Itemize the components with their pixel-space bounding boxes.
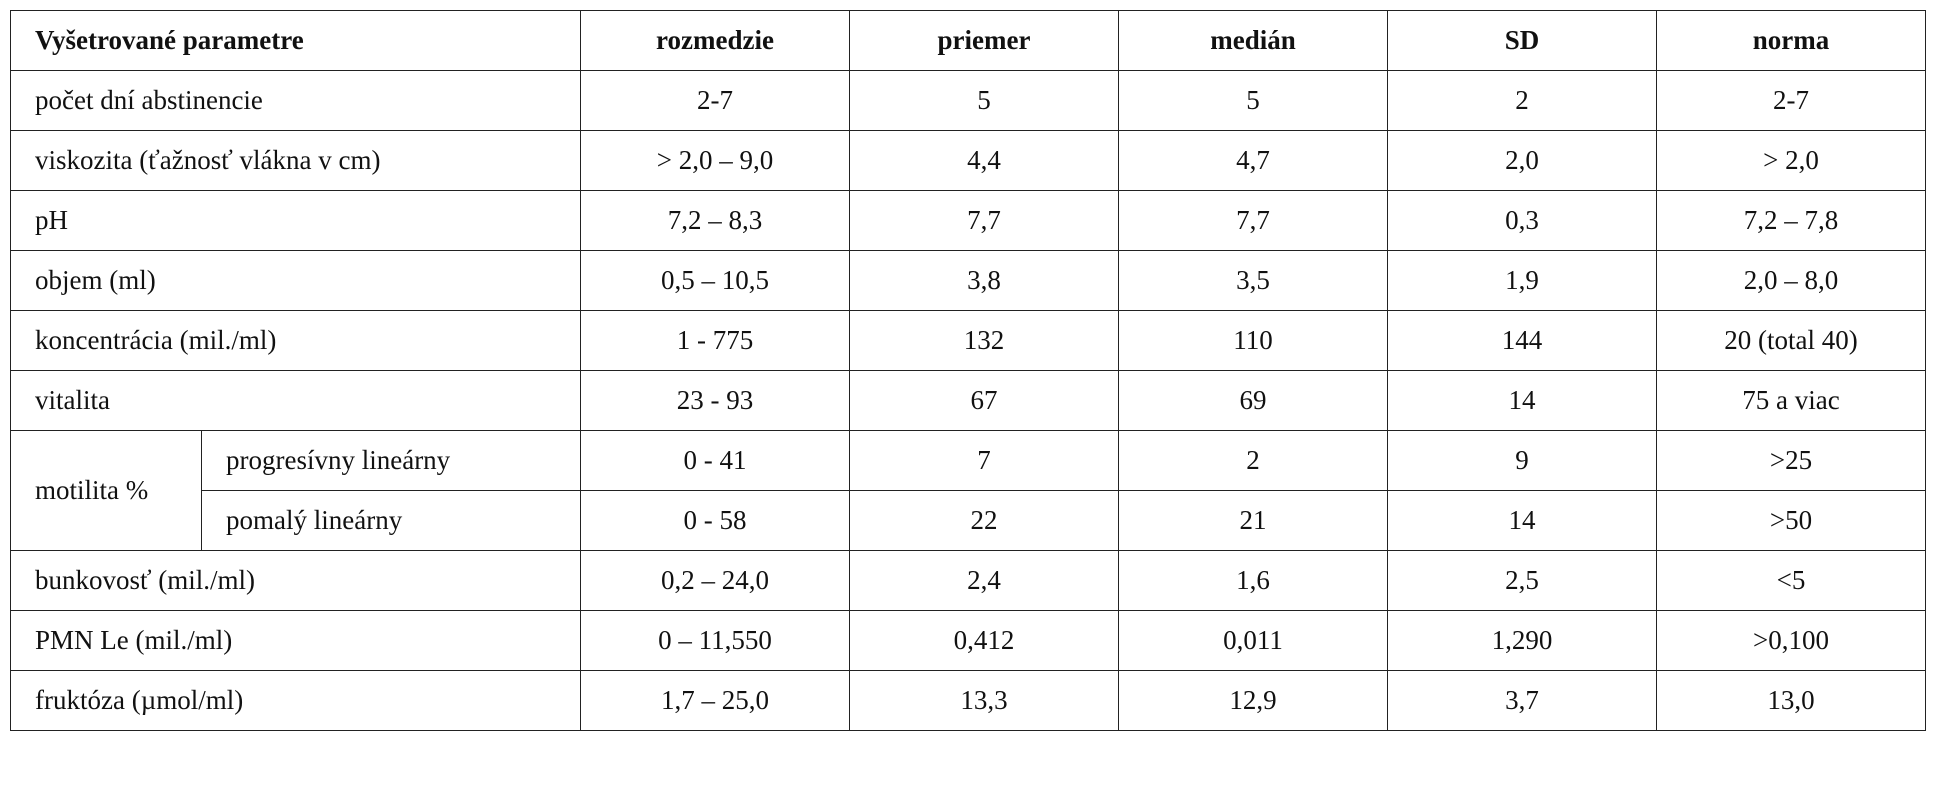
cell: 0,412 — [849, 610, 1120, 671]
row-label: vitalita — [9, 370, 582, 431]
table-row: PMN Le (mil./ml) 0 – 11,550 0,412 0,011 1,29… — [9, 610, 1927, 671]
cell: 2,0 — [1387, 130, 1658, 191]
cell: 75 a viac — [1656, 370, 1927, 431]
table-row: motilita % progresívny lineárny 0 - 41 7 2 9 >… — [10, 430, 1927, 551]
cell: 1,9 — [1387, 250, 1658, 311]
cell: 0 - 41 — [580, 430, 851, 491]
cell: 4,7 — [1118, 130, 1389, 191]
cell: >25 — [1656, 430, 1927, 491]
cell: 144 — [1387, 310, 1658, 371]
cell: 2,0 – 8,0 — [1656, 250, 1927, 311]
group-label: motilita % — [10, 430, 202, 551]
row-label: bunkovosť (mil./ml) — [9, 550, 582, 611]
cell: 3,8 — [849, 250, 1120, 311]
row-label: progresívny lineárny — [200, 430, 582, 491]
cell: 7,7 — [1118, 190, 1389, 251]
cell: 7,2 – 7,8 — [1656, 190, 1927, 251]
cell: 2,5 — [1387, 550, 1658, 611]
cell: 0,3 — [1387, 190, 1658, 251]
cell: 0 - 58 — [580, 490, 851, 551]
cell: 4,4 — [849, 130, 1120, 191]
header-cell: norma — [1656, 10, 1927, 71]
cell: 1,7 – 25,0 — [580, 670, 851, 731]
header-cell: priemer — [849, 10, 1120, 71]
cell: 69 — [1118, 370, 1389, 431]
row-label: počet dní abstinencie — [9, 70, 582, 131]
cell: 0,011 — [1118, 610, 1389, 671]
cell: <5 — [1656, 550, 1927, 611]
row-label: pomalý lineárny — [200, 490, 582, 551]
cell: 7 — [849, 430, 1120, 491]
cell: 9 — [1387, 430, 1658, 491]
table-row: bunkovosť (mil./ml) 0,2 – 24,0 2,4 1,6 2,5 <5 — [9, 550, 1927, 611]
cell: 5 — [1118, 70, 1389, 131]
cell: 7,7 — [849, 190, 1120, 251]
cell: 1 - 775 — [580, 310, 851, 371]
row-label: viskozita (ťažnosť vlákna v cm) — [9, 130, 582, 191]
cell: 22 — [849, 490, 1120, 551]
cell: 67 — [849, 370, 1120, 431]
cell: 20 (total 40) — [1656, 310, 1927, 371]
cell: 13,0 — [1656, 670, 1927, 731]
header-cell: Vyšetrované parametre — [9, 10, 582, 71]
cell: >0,100 — [1656, 610, 1927, 671]
cell: 13,3 — [849, 670, 1120, 731]
table-row: viskozita (ťažnosť vlákna v cm) > 2,0 – 9… — [9, 130, 1927, 191]
header-cell: rozmedzie — [580, 10, 851, 71]
table-row: fruktóza (µmol/ml) 1,7 – 25,0 13,3 12,9 3,7 1… — [9, 670, 1927, 731]
header-cell: SD — [1387, 10, 1658, 71]
data-table: Vyšetrované parametre rozmedzie priemer med… — [9, 10, 1927, 731]
row-label: fruktóza (µmol/ml) — [9, 670, 582, 731]
row-label: PMN Le (mil./ml) — [9, 610, 582, 671]
table-row: koncentrácia (mil./ml) 1 - 775 132 110 144 20… — [9, 310, 1927, 371]
header-row: Vyšetrované parametre rozmedzie priemer med… — [9, 10, 1927, 71]
cell: 2 — [1118, 430, 1389, 491]
cell: 12,9 — [1118, 670, 1389, 731]
table-row: pH 7,2 – 8,3 7,7 7,7 0,3 7,2 – 7,8 — [9, 190, 1927, 251]
cell: 1,6 — [1118, 550, 1389, 611]
cell: 5 — [849, 70, 1120, 131]
row-label: objem (ml) — [9, 250, 582, 311]
table-row: počet dní abstinencie 2-7 5 5 2 2-7 — [9, 70, 1927, 131]
row-label: pH — [9, 190, 582, 251]
cell: 110 — [1118, 310, 1389, 371]
table-row: pomalý lineárny 0 - 58 22 21 14 >50 — [11, 490, 1927, 551]
table-row: objem (ml) 0,5 – 10,5 3,8 3,5 1,9 2,0 – 8,0 — [9, 250, 1927, 311]
cell: 2,4 — [849, 550, 1120, 611]
table-body: počet dní abstinencie 2-7 5 5 2 2-7 viskozita … — [9, 70, 1927, 731]
cell: 0 – 11,550 — [580, 610, 851, 671]
cell: 0,2 – 24,0 — [580, 550, 851, 611]
row-label: koncentrácia (mil./ml) — [9, 310, 582, 371]
table-row: vitalita 23 - 93 67 69 14 75 a viac — [9, 370, 1927, 431]
cell: 2-7 — [580, 70, 851, 131]
cell: 14 — [1387, 490, 1658, 551]
cell: 1,290 — [1387, 610, 1658, 671]
cell: 0,5 – 10,5 — [580, 250, 851, 311]
cell: 23 - 93 — [580, 370, 851, 431]
cell: > 2,0 – 9,0 — [580, 130, 851, 191]
cell: 3,7 — [1387, 670, 1658, 731]
cell: 132 — [849, 310, 1120, 371]
cell: 14 — [1387, 370, 1658, 431]
cell: 7,2 – 8,3 — [580, 190, 851, 251]
cell: 21 — [1118, 490, 1389, 551]
cell: > 2,0 — [1656, 130, 1927, 191]
cell: 3,5 — [1118, 250, 1389, 311]
cell: 2 — [1387, 70, 1658, 131]
cell: 2-7 — [1656, 70, 1927, 131]
header-cell: medián — [1118, 10, 1389, 71]
cell: >50 — [1656, 490, 1927, 551]
